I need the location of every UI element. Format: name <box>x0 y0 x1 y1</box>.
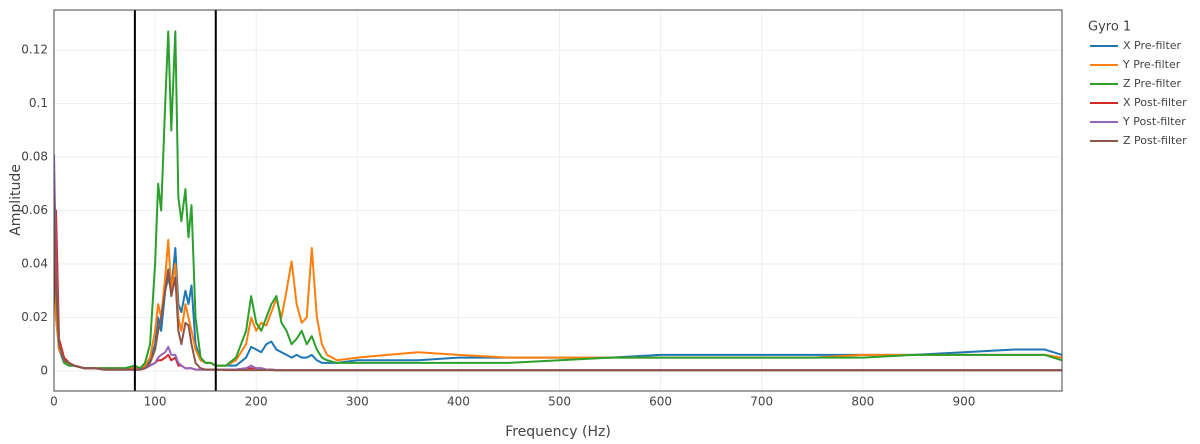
y-axis-title: Amplitude <box>8 164 24 236</box>
legend-label: X Post-filter <box>1123 96 1187 109</box>
line-series <box>54 246 1062 370</box>
y-tick-label: 0.02 <box>21 310 48 324</box>
legend-label: Y Pre-filter <box>1122 58 1181 71</box>
y-tick-label: 0.04 <box>21 257 48 271</box>
x-tick-label: 500 <box>548 395 571 409</box>
y-tick-label: 0.12 <box>21 43 48 57</box>
legend-label: Y Post-filter <box>1122 115 1186 128</box>
legend-label: Z Post-filter <box>1123 134 1187 147</box>
x-tick-label: 400 <box>447 395 470 409</box>
x-tick-label: 800 <box>851 395 874 409</box>
legend-title: Gyro 1 <box>1088 20 1131 35</box>
x-tick-label: 0 <box>50 395 58 409</box>
x-tick-label: 100 <box>144 395 167 409</box>
x-axis-title: Frequency (Hz) <box>505 424 611 440</box>
line-series <box>54 154 1062 372</box>
x-tick-label: 300 <box>346 395 369 409</box>
plot-border <box>53 9 1063 392</box>
line-series <box>54 209 1062 372</box>
line-series <box>54 197 1062 372</box>
legend-label: Z Pre-filter <box>1123 77 1182 90</box>
legend-label: X Pre-filter <box>1123 39 1182 52</box>
y-tick-label: 0.06 <box>21 203 48 217</box>
plot-lines <box>54 30 1062 372</box>
x-tick-label: 700 <box>750 395 773 409</box>
x-tick-label: 200 <box>245 395 268 409</box>
y-tick-label: 0.08 <box>21 150 48 164</box>
line-series <box>54 30 1062 370</box>
y-tick-label: 0.1 <box>29 96 48 110</box>
line-series <box>54 238 1062 370</box>
x-tick-label: 600 <box>649 395 672 409</box>
x-tick-label: 900 <box>952 395 975 409</box>
y-tick-label: 0 <box>40 363 48 377</box>
